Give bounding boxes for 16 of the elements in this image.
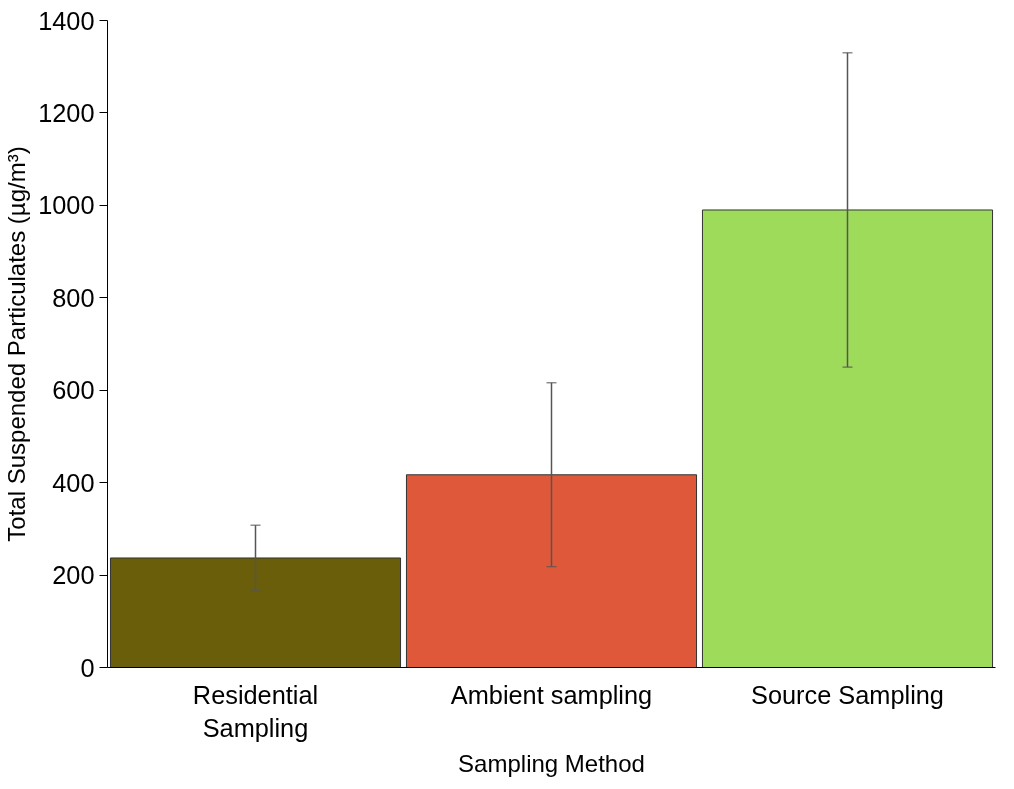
x-tick-label: Ambient sampling — [450, 680, 653, 709]
y-tick-label: 0 — [80, 653, 95, 682]
y-tick-label: 1000 — [38, 191, 95, 220]
y-tick-label: 800 — [52, 283, 95, 312]
y-axis-title: Total Suspended Particulates (µg/m³) — [3, 146, 31, 542]
y-tick-label: 1400 — [38, 6, 95, 35]
x-axis-title: Sampling Method — [458, 750, 645, 778]
y-tick-label: 400 — [52, 468, 95, 497]
bar — [701, 209, 994, 668]
x-tick-label: Source Sampling — [751, 680, 944, 709]
y-tick-label: 600 — [52, 376, 95, 405]
y-tick-label: 200 — [52, 561, 95, 590]
x-tick-label: Residential Sampling — [192, 680, 319, 743]
bar — [109, 557, 402, 668]
bar — [405, 474, 698, 668]
y-tick-label: 1200 — [38, 98, 95, 127]
